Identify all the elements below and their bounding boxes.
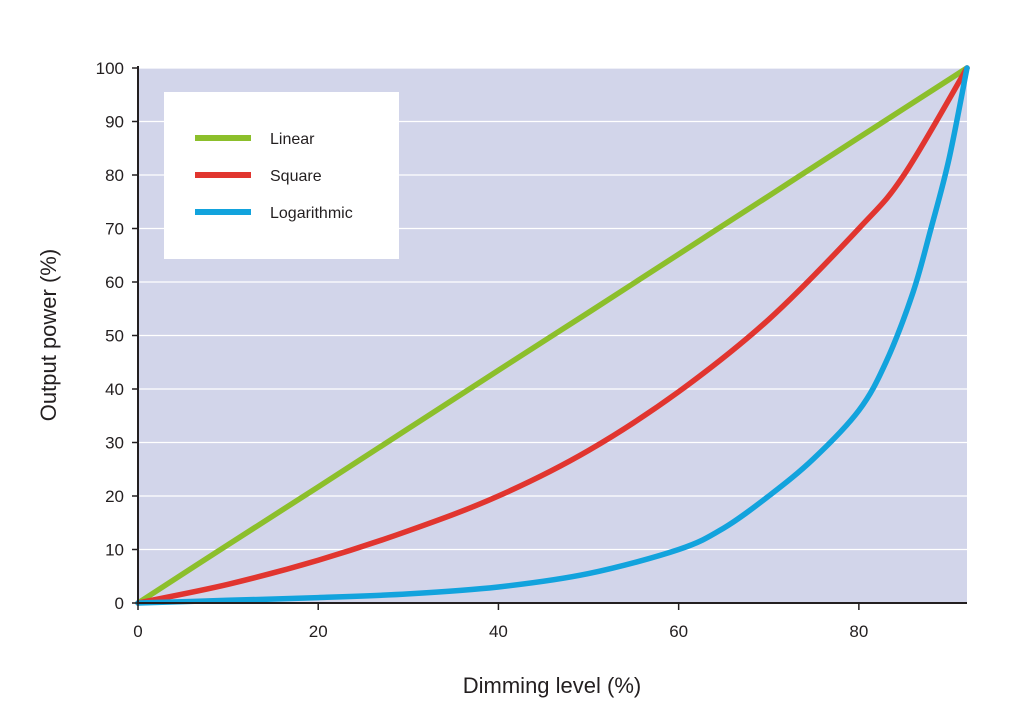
legend-label-square: Square — [270, 168, 322, 185]
series-line-square — [135, 65, 970, 606]
legend: Linear Square Logarithmic — [164, 92, 399, 259]
series-line-linear — [135, 65, 970, 606]
y-tick-label: 90 — [105, 113, 124, 132]
x-tick-label: 40 — [489, 622, 508, 641]
y-tick-label: 100 — [96, 59, 124, 78]
y-tick-label: 60 — [105, 273, 124, 292]
y-tick-label: 30 — [105, 434, 124, 453]
y-tick-label: 0 — [115, 594, 124, 613]
series-line-logarithmic — [135, 65, 970, 606]
x-axis-title: Dimming level (%) — [463, 673, 641, 698]
y-tick-label: 20 — [105, 487, 124, 506]
x-tick-label: 0 — [133, 622, 142, 641]
x-axis-ticks: 0 20 40 60 80 — [133, 603, 868, 641]
legend-label-logarithmic: Logarithmic — [270, 205, 353, 222]
y-axis-title: Output power (%) — [36, 249, 61, 421]
legend-label-linear: Linear — [270, 131, 315, 148]
y-tick-label: 40 — [105, 380, 124, 399]
y-tick-label: 70 — [105, 220, 124, 239]
x-tick-label: 20 — [309, 622, 328, 641]
y-tick-label: 50 — [105, 327, 124, 346]
y-tick-label: 10 — [105, 541, 124, 560]
series-lines — [135, 65, 970, 606]
y-tick-label: 80 — [105, 166, 124, 185]
x-tick-label: 80 — [849, 622, 868, 641]
y-axis-ticks: 0 10 20 30 40 50 60 70 80 90 100 — [96, 59, 138, 613]
x-tick-label: 60 — [669, 622, 688, 641]
